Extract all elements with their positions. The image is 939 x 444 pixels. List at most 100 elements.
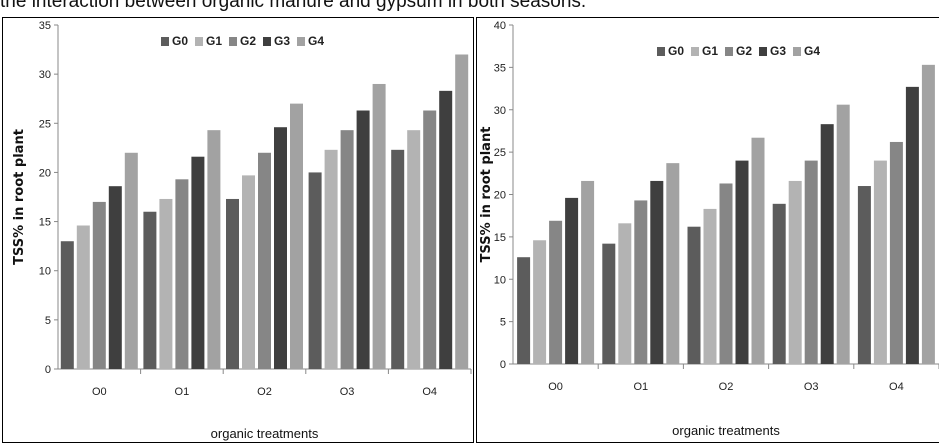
bar-G2-O4 [423, 110, 437, 369]
bar-G2-O3 [340, 130, 354, 369]
y-tick-label: 20 [494, 190, 506, 202]
bar-G1-O2 [703, 208, 717, 364]
bar-G2-O3 [804, 160, 818, 364]
bar-G1-O3 [324, 149, 338, 369]
bar-G3-O1 [650, 180, 664, 364]
bar-G0-O1 [143, 211, 157, 369]
y-tick-label: 35 [39, 20, 51, 32]
bar-G4-O4 [455, 54, 469, 369]
bar-G0-O3 [308, 172, 322, 369]
y-tick-label: 5 [500, 317, 506, 329]
bar-G1-O1 [618, 223, 632, 364]
legend-swatch-G4 [793, 47, 801, 56]
bar-G4-O4 [921, 64, 935, 364]
x-tick-label: O1 [175, 386, 190, 398]
chart-panel-right: 0 5 10 15 20 25 30 35 40 O0 O1 O2 O3 O4 organic treatm… [476, 17, 939, 443]
bar-G1-O3 [788, 180, 802, 364]
y-tick-label: 0 [45, 364, 51, 376]
x-tick-label: O2 [719, 381, 734, 393]
bar-G0-O4 [857, 186, 871, 364]
x-tick-label: O4 [422, 386, 437, 398]
legend-label-G1: G1 [702, 44, 718, 58]
y-tick-label: 30 [494, 105, 506, 117]
legend-label-G1: G1 [206, 34, 222, 48]
y-tick-label: 25 [494, 147, 506, 159]
bar-G4-O2 [290, 103, 303, 369]
legend-label-G3: G3 [770, 44, 786, 58]
y-tick-label: 20 [39, 167, 51, 179]
x-tick-label: O0 [548, 381, 563, 393]
x-tick-label: O1 [633, 381, 648, 393]
bar-G0-O2 [687, 226, 701, 364]
bar-G0-O0 [517, 257, 531, 364]
bar-G2-O2 [258, 152, 271, 369]
y-tick-label: 15 [39, 217, 51, 229]
bar-G4-O1 [207, 130, 221, 369]
legend-swatch-G3 [759, 47, 767, 56]
bar-G0-O2 [226, 198, 239, 369]
bar-G2-O0 [92, 201, 106, 369]
bar-G2-O1 [634, 200, 648, 364]
x-axis-label: organic treatments [672, 423, 780, 438]
bar-G2-O1 [175, 179, 189, 369]
bar-chart-right: 0 5 10 15 20 25 30 35 40 O0 O1 O2 O3 O4 organic treatm… [479, 20, 939, 438]
legend-swatch-G4 [297, 37, 305, 46]
bar-G1-O2 [242, 175, 255, 369]
bar-G1-O4 [873, 160, 887, 364]
bar-G1-O0 [533, 240, 547, 364]
y-tick-label: 15 [494, 232, 506, 244]
legend-swatch-G0 [161, 37, 169, 46]
x-tick-label: O2 [257, 386, 272, 398]
bar-G0-O1 [602, 243, 616, 364]
bar-G3-O2 [274, 127, 287, 370]
legend-label-G2: G2 [736, 44, 752, 58]
y-tick-label: 10 [39, 266, 51, 278]
legend-swatch-G2 [725, 47, 733, 56]
legend-swatch-G3 [263, 37, 271, 46]
bar-G3-O4 [905, 86, 919, 365]
bar-chart-left: 0 5 10 15 20 25 30 35 O0 O1 O2 O3 O4 organic treatmen… [12, 20, 472, 441]
y-tick-label: 10 [494, 274, 506, 286]
bar-G4-O2 [751, 137, 765, 364]
legend-swatch-G1 [691, 47, 699, 56]
legend-swatch-G2 [229, 37, 237, 46]
bar-G4-O0 [124, 152, 138, 369]
y-tick-label: 5 [45, 315, 51, 327]
x-tick-label: O4 [889, 381, 904, 393]
bar-G4-O0 [581, 180, 595, 364]
bar-G3-O3 [356, 110, 370, 369]
bar-G3-O2 [735, 160, 749, 364]
figure-caption: the interaction between organic manure a… [0, 0, 587, 12]
bar-G1-O4 [407, 130, 421, 369]
legend-swatch-G0 [657, 47, 665, 56]
legend-label-G4: G4 [308, 34, 324, 48]
x-tick-label: O0 [92, 386, 107, 398]
bar-G0-O3 [772, 203, 786, 364]
bar-G4-O3 [372, 83, 386, 369]
bar-G1-O1 [159, 198, 173, 369]
y-tick-label: 30 [39, 69, 51, 81]
bar-G1-O0 [76, 225, 90, 369]
bar-G3-O1 [191, 156, 205, 369]
bar-G2-O0 [549, 220, 563, 364]
legend-label-G2: G2 [240, 34, 256, 48]
legend-label-G3: G3 [274, 34, 290, 48]
y-tick-label: 40 [494, 20, 506, 32]
legend-label-G4: G4 [804, 44, 820, 58]
legend-swatch-G1 [195, 37, 203, 46]
bar-G4-O3 [836, 104, 850, 364]
bar-G3-O3 [820, 124, 834, 364]
bar-G0-O4 [391, 149, 405, 369]
bar-G0-O0 [60, 241, 74, 369]
y-tick-label: 35 [494, 62, 506, 74]
x-axis-label: organic treatments [211, 426, 319, 441]
y-axis-label: TSS% in root plant [479, 127, 494, 263]
x-tick-label: O3 [804, 381, 819, 393]
y-tick-label: 0 [500, 359, 506, 371]
x-tick-label: O3 [340, 386, 355, 398]
bar-G2-O2 [719, 183, 733, 364]
bar-G2-O4 [889, 141, 903, 364]
y-axis-label: TSS% in root plant [12, 129, 27, 265]
bar-G3-O0 [108, 186, 122, 369]
bar-G3-O0 [565, 197, 579, 364]
